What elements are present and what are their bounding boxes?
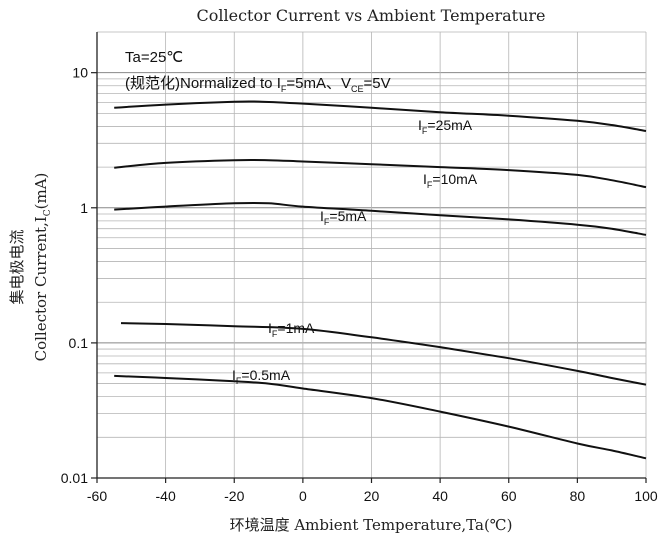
series-label-value: =5mA <box>329 208 367 224</box>
note-normalized: (规范化)Normalized to IF=5mA、VCE=5V <box>125 75 391 94</box>
note-normalized-sub-f: F <box>281 84 287 94</box>
series-label-sub: F <box>272 329 278 339</box>
x-tick-label: 40 <box>432 488 448 504</box>
y-tick-label: 1 <box>80 200 88 216</box>
note-normalized-sub-ce: CE <box>351 84 364 94</box>
x-axis-label: 环境温度 Ambient Temperature,Ta(℃) <box>230 516 513 534</box>
y-axis-label-text: Collector Current, <box>32 222 50 361</box>
x-tick-label: 100 <box>634 488 658 504</box>
series-label-4: IF=1mA <box>268 320 315 339</box>
series-label-symbol: I <box>418 117 422 133</box>
series-label-symbol: I <box>320 208 324 224</box>
x-tick-label: 20 <box>364 488 380 504</box>
series-label-value: =1mA <box>277 320 315 336</box>
x-tick-label: 80 <box>570 488 586 504</box>
series-label-3: IF=5mA <box>320 208 367 227</box>
note-normalized-prefix: (规范化)Normalized to I <box>125 75 281 92</box>
series-line-3 <box>114 201 647 236</box>
series-label-symbol: I <box>423 171 427 187</box>
series-label-symbol: I <box>268 320 272 336</box>
x-tick-label: -40 <box>156 488 176 504</box>
series-line-1 <box>114 100 647 132</box>
chart-title: Collector Current vs Ambient Temperature <box>197 6 546 25</box>
y-axis-label-sub: C <box>43 209 53 216</box>
x-tick-label: 0 <box>299 488 307 504</box>
x-tick-label: -60 <box>87 488 107 504</box>
y-tick-label: 10 <box>72 65 88 81</box>
y-tick-label: 0.01 <box>61 470 88 486</box>
series-line-5 <box>114 374 647 460</box>
chart-grid <box>96 31 647 479</box>
series-label-sub: F <box>422 126 428 136</box>
chart-ticks: -60 -40 -20 0 20 40 60 80 100 0.01 0.1 1 10 <box>61 65 658 504</box>
x-tick-label: -20 <box>224 488 244 504</box>
series-label-1: IF=25mA <box>418 117 473 136</box>
series-line-4 <box>120 322 647 386</box>
series-label-symbol: I <box>232 367 236 383</box>
x-tick-label: 60 <box>501 488 517 504</box>
y-axis-label-cn: 集电极电流 <box>8 229 26 304</box>
series-label-2: IF=10mA <box>423 171 478 190</box>
note-normalized-mid: =5mA、V <box>286 75 351 92</box>
series-label-value: =0.5mA <box>241 367 290 383</box>
series-label-value: =25mA <box>427 117 472 133</box>
series-label-sub: F <box>236 376 242 386</box>
note-normalized-suffix: =5V <box>364 75 391 92</box>
series-line-2 <box>114 158 647 189</box>
series-label-sub: F <box>324 217 330 227</box>
series-label-sub: F <box>427 180 433 190</box>
y-tick-label: 0.1 <box>69 335 89 351</box>
y-axis-label-unit: (mA) <box>32 173 50 210</box>
note-temperature: Ta=25℃ <box>125 49 183 66</box>
y-axis-label-en: Collector Current,IC(mA) <box>32 173 53 362</box>
chart-series-group <box>114 100 647 460</box>
y-axis-label-symbol: I <box>32 216 50 222</box>
series-label-5: IF=0.5mA <box>232 367 291 386</box>
series-label-value: =10mA <box>432 171 477 187</box>
